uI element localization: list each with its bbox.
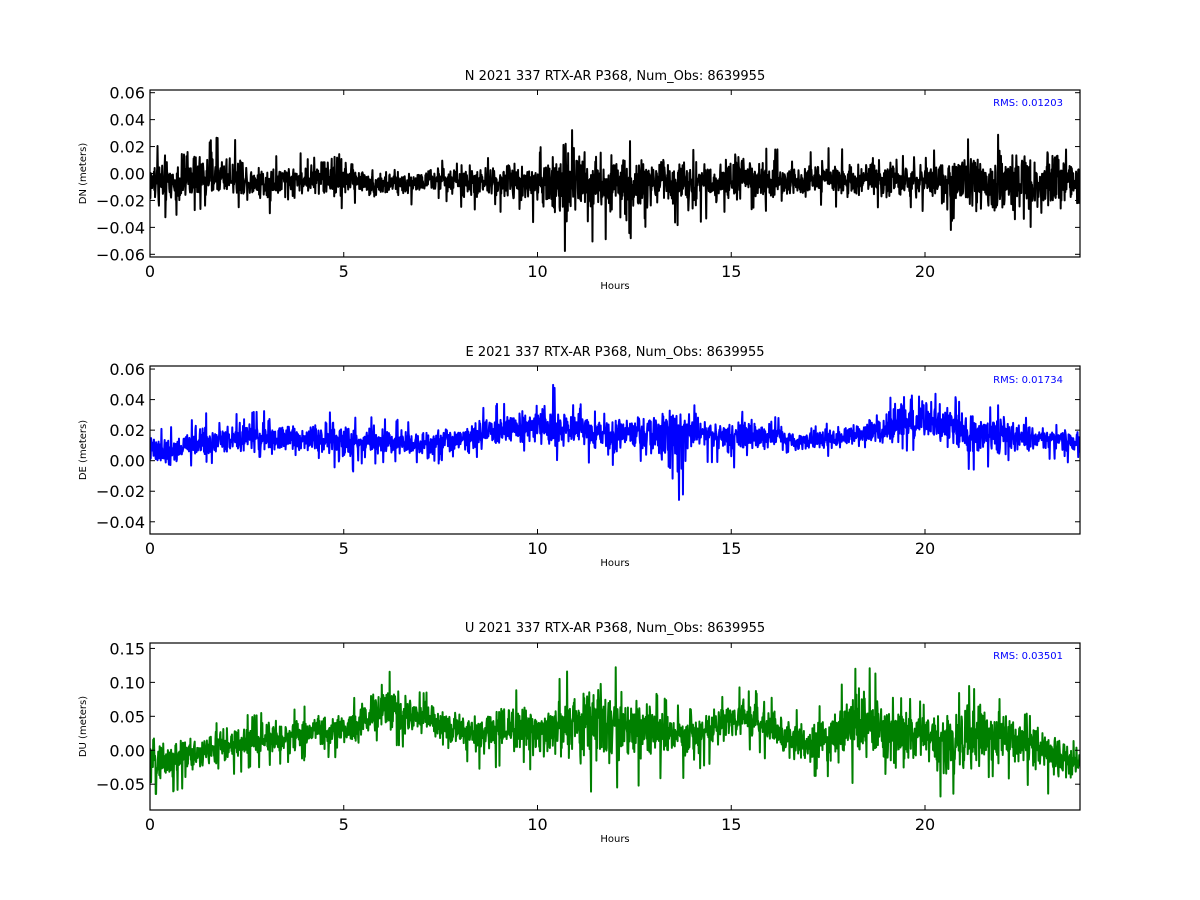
y-tick-label: −0.02 [96,191,145,210]
x-tick-label: 15 [721,815,741,834]
y-tick-label: 0.00 [109,452,145,471]
y-tick-label: 0.00 [109,741,145,760]
panel-u: U 2021 337 RTX-AR P368, Num_Obs: 8639955… [78,621,1081,845]
y-tick-label: 0.10 [109,673,145,692]
x-tick-label: 20 [915,539,935,558]
x-tick-label: 10 [527,262,547,281]
y-tick-label: 0.04 [109,391,145,410]
x-tick-label: 5 [339,262,349,281]
panel-n-xlabel: Hours [600,281,629,292]
panel-e-plot: 0 5 10 15 20 −0.04 −0.02 0.00 0.02 0.04 0.06 [96,360,1081,558]
x-tick-label: 15 [721,262,741,281]
y-tick-label: −0.05 [96,775,145,794]
y-tick-label: 0.06 [109,360,145,379]
x-tick-label: 15 [721,539,741,558]
y-tick-label: 0.00 [109,165,145,184]
panel-n-plot: 0 5 10 15 20 −0.06 −0.04 −0.02 0.00 0.02 0.04 0.06 [96,84,1081,281]
x-tick-label: 0 [145,262,155,281]
x-tick-label: 20 [915,815,935,834]
panel-u-axes-frame [149,642,1081,811]
y-tick-label: −0.04 [96,513,145,532]
x-tick-label: 10 [527,539,547,558]
panel-u-plot: 0 5 10 15 20 −0.05 0.00 0.05 0.10 0.15 [96,639,1081,834]
panel-n-rms: RMS: 0.01203 [993,98,1063,109]
panel-e: E 2021 337 RTX-AR P368, Num_Obs: 8639955… [78,345,1081,569]
y-tick-label: 0.04 [109,111,145,130]
x-tick-label: 20 [915,262,935,281]
y-tick-label: 0.15 [109,639,145,658]
x-tick-label: 10 [527,815,547,834]
y-tick-label: 0.02 [109,138,145,157]
x-tick-label: 5 [339,815,349,834]
panel-e-series-line [150,383,1080,501]
y-tick-label: −0.02 [96,482,145,501]
panel-u-ylabel: DU (meters) [78,696,89,757]
panel-u-rms: RMS: 0.03501 [993,651,1063,662]
panel-e-axes-frame [149,365,1081,535]
panel-u-xlabel: Hours [600,834,629,845]
panel-u-series-line [150,666,1080,798]
panel-e-title: E 2021 337 RTX-AR P368, Num_Obs: 8639955 [466,345,765,360]
y-tick-label: 0.05 [109,707,145,726]
x-tick-label: 0 [145,815,155,834]
panel-n: N 2021 337 RTX-AR P368, Num_Obs: 8639955… [78,69,1081,292]
panel-u-title: U 2021 337 RTX-AR P368, Num_Obs: 8639955 [465,621,765,636]
panel-n-title: N 2021 337 RTX-AR P368, Num_Obs: 8639955 [465,69,765,84]
panel-e-ylabel: DE (meters) [78,420,89,480]
y-tick-label: −0.06 [96,245,145,264]
y-tick-label: 0.06 [109,84,145,103]
x-tick-label: 5 [339,539,349,558]
x-tick-label: 0 [145,539,155,558]
panel-n-series-line [150,129,1080,252]
panel-n-ylabel: DN (meters) [78,143,89,205]
panel-e-rms: RMS: 0.01734 [993,375,1063,386]
y-tick-label: −0.04 [96,218,145,237]
panel-e-xlabel: Hours [600,558,629,569]
y-tick-label: 0.02 [109,421,145,440]
